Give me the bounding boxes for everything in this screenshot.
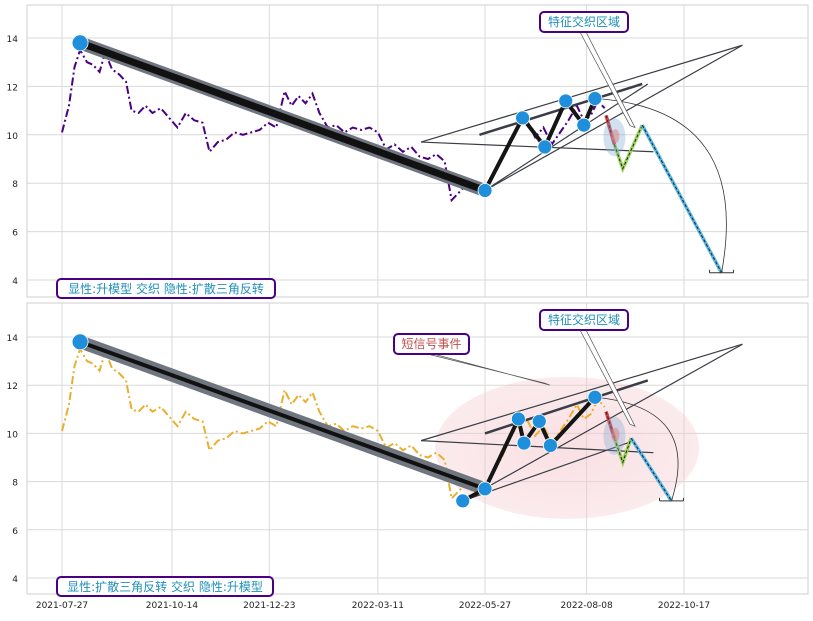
y-tick-label: 6 bbox=[12, 527, 18, 537]
pattern-zigzag-line bbox=[483, 395, 597, 490]
x-tick-label: 2022-05-27 bbox=[459, 601, 511, 611]
caption-box bbox=[56, 576, 274, 597]
triangle-pattern-line bbox=[420, 343, 743, 442]
x-tick-label: 2022-10-17 bbox=[658, 601, 710, 611]
y-tick-label: 6 bbox=[12, 229, 18, 239]
feature-blob-core bbox=[611, 427, 620, 442]
triangle-pattern-line bbox=[462, 343, 743, 502]
pattern-marker bbox=[537, 139, 553, 155]
pattern-marker bbox=[515, 110, 530, 126]
projection-arc bbox=[594, 98, 727, 273]
projection-segment-core bbox=[613, 124, 643, 171]
projection-segment-core bbox=[613, 438, 632, 464]
projection-segment-core bbox=[630, 437, 672, 502]
pattern-marker bbox=[477, 183, 493, 198]
triangle-pattern-line bbox=[484, 379, 649, 435]
pattern-marker bbox=[558, 93, 574, 109]
y-tick-label: 4 bbox=[12, 575, 18, 585]
triangle-pattern-line bbox=[420, 44, 743, 143]
short-signal-callout-box bbox=[393, 333, 470, 355]
pattern-marker bbox=[511, 411, 526, 427]
y-tick-label: 8 bbox=[12, 479, 18, 489]
y-tick-label: 12 bbox=[7, 83, 18, 93]
y-tick-label: 10 bbox=[7, 430, 19, 440]
y-tick-label: 14 bbox=[7, 35, 19, 45]
pattern-marker bbox=[455, 493, 471, 509]
y-tick-label: 8 bbox=[12, 180, 18, 190]
trend-line-core bbox=[78, 339, 488, 491]
caption-box bbox=[56, 278, 276, 299]
x-tick-label: 2021-10-14 bbox=[146, 601, 199, 611]
pattern-marker bbox=[531, 413, 547, 429]
triangle-pattern-line bbox=[420, 440, 654, 454]
x-tick-label: 2021-07-27 bbox=[36, 601, 88, 611]
x-tick-label: 2022-03-11 bbox=[352, 601, 404, 611]
feature-callout-text: 特征交织区域 bbox=[548, 312, 620, 327]
pattern-marker bbox=[71, 333, 89, 351]
pattern-marker bbox=[516, 435, 532, 451]
feature-callout-text: 特征交织区域 bbox=[548, 14, 620, 29]
y-tick-label: 4 bbox=[12, 277, 18, 287]
y-tick-label: 14 bbox=[7, 334, 19, 344]
trend-line-core bbox=[76, 39, 489, 194]
triangle-pattern-line bbox=[484, 44, 743, 191]
feature-blob-core bbox=[611, 129, 620, 144]
feature-callout-box bbox=[539, 11, 629, 33]
pattern-marker bbox=[587, 91, 603, 106]
pattern-marker bbox=[71, 34, 89, 52]
projection-segment-core bbox=[641, 124, 723, 273]
caption-text: 显性:升模型 交织 隐性:扩散三角反转 bbox=[68, 281, 264, 296]
caption-text: 显性:扩散三角反转 交织 隐性:升模型 bbox=[67, 579, 263, 594]
y-tick-label: 12 bbox=[7, 382, 18, 392]
pattern-marker bbox=[477, 481, 493, 497]
x-tick-label: 2021-12-23 bbox=[243, 601, 295, 611]
plot-frame bbox=[26, 4, 809, 298]
pattern-marker bbox=[587, 389, 603, 405]
feature-callout-box bbox=[539, 309, 629, 331]
pattern-marker bbox=[576, 117, 592, 133]
y-tick-label: 10 bbox=[7, 132, 19, 142]
short-signal-callout-text: 短信号事件 bbox=[401, 337, 461, 351]
chart-panel-bottom: 4 6 8 10 12 14 2021-07-27 2021-10-14 2021-12-23 2… bbox=[7, 302, 809, 611]
x-tick-label: 2022-08-08 bbox=[560, 601, 613, 611]
pattern-marker bbox=[543, 438, 558, 453]
